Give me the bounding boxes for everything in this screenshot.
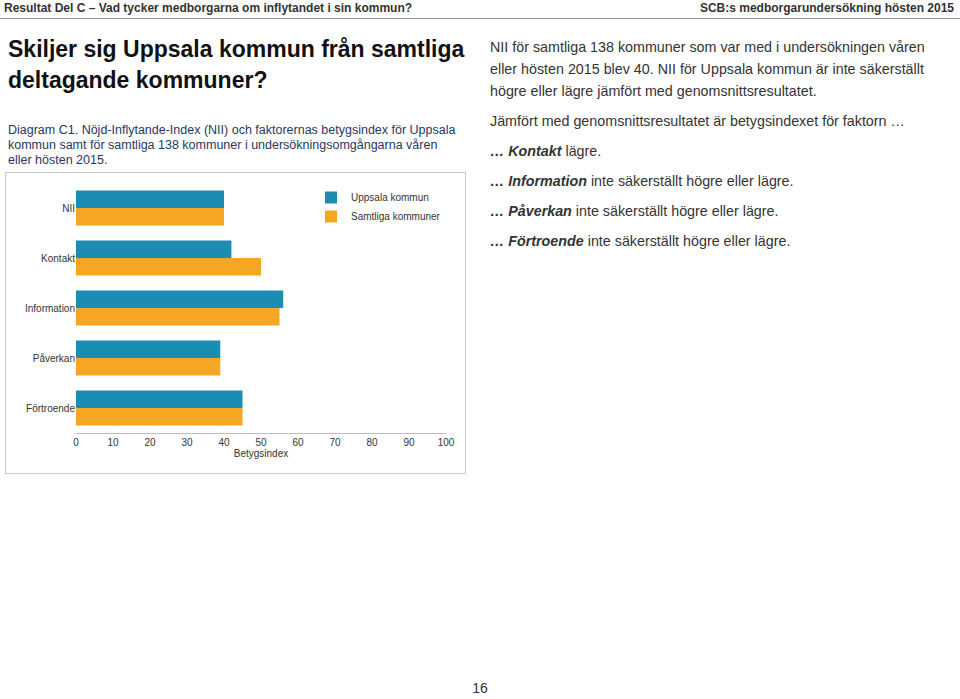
svg-text:90: 90 [403, 437, 415, 448]
svg-text:80: 80 [366, 437, 378, 448]
svg-text:Information: Information [25, 303, 75, 314]
svg-text:Samtliga kommuner: Samtliga kommuner [351, 211, 441, 222]
svg-text:NII: NII [62, 203, 75, 214]
html-text:NII för samtliga 138 kommuner: NII för samtliga 138 kommuner som var me… [490, 39, 925, 99]
svg-text:Förtroende: Förtroende [26, 403, 75, 414]
html-text:Skiljer sig Uppsala kommun frå: Skiljer sig Uppsala kommun från samtliga… [8, 36, 465, 93]
svg-text:50: 50 [255, 437, 267, 448]
svg-text:70: 70 [329, 437, 341, 448]
html-text:… Förtroende inte säkerställt: … Förtroende inte säkerställt högre elle… [490, 233, 791, 249]
html-text:16: 16 [472, 680, 488, 696]
html-text:Jämfört med genomsnittsresulta: Jämfört med genomsnittsresultatet är bet… [490, 113, 905, 129]
svg-text:20: 20 [144, 437, 156, 448]
svg-text:Uppsala kommun: Uppsala kommun [351, 192, 429, 203]
html-text:… Påverkan inte säkerställt hö: … Påverkan inte säkerställt högre eller … [490, 203, 779, 219]
svg-text:0: 0 [73, 437, 79, 448]
svg-text:30: 30 [181, 437, 193, 448]
svg-text:60: 60 [292, 437, 304, 448]
svg-text:Betygsindex: Betygsindex [234, 448, 288, 459]
html-text:… Kontakt lägre.: … Kontakt lägre. [490, 143, 602, 159]
html-text:… Information inte säkerställt: … Information inte säkerställt högre ell… [490, 173, 794, 189]
svg-text:10: 10 [107, 437, 119, 448]
svg-text:40: 40 [218, 437, 230, 448]
html-text:Resultat Del C – Vad tycker me: Resultat Del C – Vad tycker medborgarna … [4, 1, 413, 15]
html-text:SCB:s medborgarundersökning hö: SCB:s medborgarundersökning hösten 2015 [699, 1, 954, 15]
svg-text:Påverkan: Påverkan [33, 353, 75, 364]
svg-text:Kontakt: Kontakt [41, 253, 75, 264]
html-text:Diagram C1. Nöjd-Inflytande-In: Diagram C1. Nöjd-Inflytande-Index (NII) … [8, 123, 456, 167]
svg-text:100: 100 [438, 437, 455, 448]
